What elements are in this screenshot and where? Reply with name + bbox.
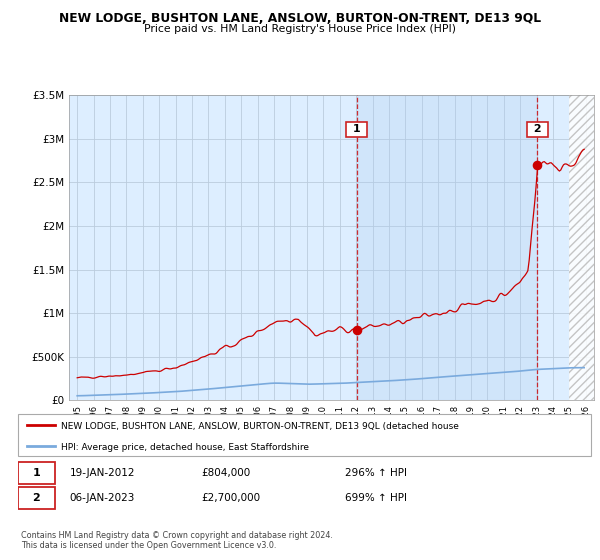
Text: 19-JAN-2012: 19-JAN-2012 [70, 468, 135, 478]
Text: 699% ↑ HPI: 699% ↑ HPI [344, 493, 407, 503]
FancyBboxPatch shape [18, 414, 591, 456]
Text: Contains HM Land Registry data © Crown copyright and database right 2024.: Contains HM Land Registry data © Crown c… [21, 531, 333, 540]
FancyBboxPatch shape [18, 487, 55, 509]
Text: 1: 1 [32, 468, 40, 478]
Text: 2: 2 [530, 124, 545, 134]
Bar [569, 95, 594, 400]
Text: NEW LODGE, BUSHTON LANE, ANSLOW, BURTON-ON-TRENT, DE13 9QL: NEW LODGE, BUSHTON LANE, ANSLOW, BURTON-… [59, 12, 541, 25]
Point [352, 326, 362, 335]
Text: 296% ↑ HPI: 296% ↑ HPI [344, 468, 407, 478]
Text: This data is licensed under the Open Government Licence v3.0.: This data is licensed under the Open Gov… [21, 541, 277, 550]
Text: 1: 1 [349, 124, 365, 134]
Point [533, 161, 542, 170]
Text: Price paid vs. HM Land Registry's House Price Index (HPI): Price paid vs. HM Land Registry's House … [144, 24, 456, 34]
Bar [357, 95, 538, 400]
Text: 06-JAN-2023: 06-JAN-2023 [70, 493, 135, 503]
FancyBboxPatch shape [18, 462, 55, 484]
Text: 2: 2 [32, 493, 40, 503]
Text: HPI: Average price, detached house, East Staffordshire: HPI: Average price, detached house, East… [61, 442, 309, 452]
Text: NEW LODGE, BUSHTON LANE, ANSLOW, BURTON-ON-TRENT, DE13 9QL (detached house: NEW LODGE, BUSHTON LANE, ANSLOW, BURTON-… [61, 422, 459, 431]
Text: £804,000: £804,000 [202, 468, 251, 478]
Text: £2,700,000: £2,700,000 [202, 493, 260, 503]
